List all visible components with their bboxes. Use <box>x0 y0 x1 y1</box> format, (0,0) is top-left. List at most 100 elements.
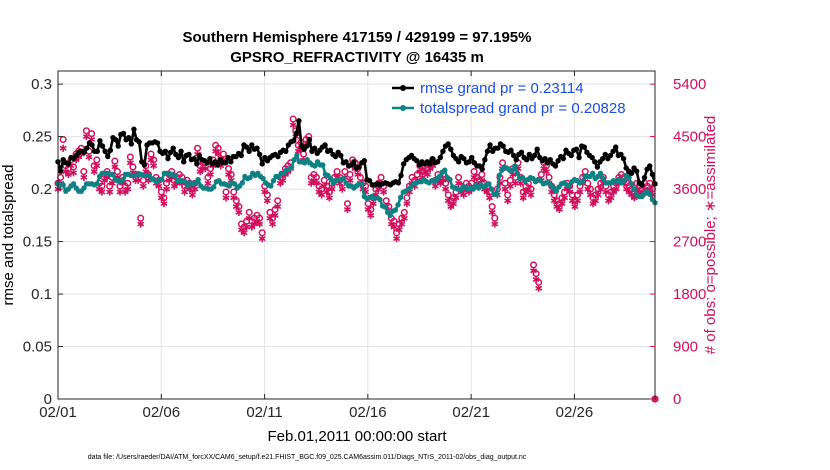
spread-series-point <box>488 186 495 192</box>
possible-obs-marker <box>157 188 165 196</box>
possible-obs-marker <box>312 173 320 181</box>
rmse-series-point <box>466 159 472 165</box>
possible-obs-marker <box>225 165 233 173</box>
y-tick-label: 0.2 <box>31 181 52 198</box>
rmse-series-point <box>620 155 627 162</box>
rmse-series-point <box>290 138 297 144</box>
possible-obs-marker <box>449 194 457 202</box>
rmse-series-point <box>523 156 530 163</box>
rmse-series-point <box>180 159 187 165</box>
chart-subtitle: GPSRO_REFRACTIVITY @ 16435 m <box>230 49 484 66</box>
rmse-series-point <box>592 159 598 165</box>
spread-series-point <box>579 179 586 185</box>
spread-series-point <box>512 163 518 169</box>
spread-series-point <box>647 191 653 198</box>
spread-series-point <box>109 171 116 178</box>
rmse-series-point <box>356 164 362 170</box>
rmse-series-point <box>225 154 231 161</box>
spread-series-point <box>291 156 297 163</box>
spread-series-point <box>377 196 383 203</box>
spread-series-point <box>211 184 217 190</box>
possible-obs-marker <box>506 176 514 184</box>
x-tick-label: 02/16 <box>349 404 387 421</box>
spread-series-point <box>447 176 453 183</box>
rmse-series-point <box>560 155 567 162</box>
spread-series-point <box>566 183 573 189</box>
rmse-series-point <box>479 166 485 172</box>
spread-series-point <box>268 183 274 189</box>
possible-obs-marker <box>271 205 279 214</box>
rmse-series-point <box>398 172 404 179</box>
spread-series-point <box>260 175 266 182</box>
rmse-series-point <box>204 160 210 166</box>
rmse-series-point <box>366 177 373 184</box>
possible-obs-marker <box>289 115 297 123</box>
rmse-series-point <box>249 142 255 148</box>
rmse-series-point <box>283 148 289 154</box>
chart-title: Southern Hemisphere 417159 / 429199 = 97… <box>183 29 532 46</box>
legend-rmse-marker <box>400 85 406 91</box>
spread-series-point <box>94 181 100 187</box>
rmse-series-point <box>338 152 344 159</box>
rmse-series-point <box>94 148 100 154</box>
spread-series-point <box>320 162 326 168</box>
spread-series-point <box>159 176 165 183</box>
rmse-series-point <box>400 161 407 167</box>
possible-obs-marker <box>113 168 121 176</box>
rmse-series-point <box>429 155 436 162</box>
possible-obs-marker <box>341 168 349 176</box>
possible-obs-marker <box>586 185 594 193</box>
rmse-series-point <box>238 152 244 159</box>
rmse-series-point <box>207 155 213 162</box>
possible-obs-marker <box>555 200 563 208</box>
possible-obs-marker <box>258 229 266 237</box>
possible-obs-marker <box>393 229 401 237</box>
possible-obs-marker <box>491 214 499 222</box>
possible-obs-marker <box>532 270 540 278</box>
rmse-series-point <box>228 159 234 165</box>
rmse-series-point <box>84 145 90 151</box>
spread-series-point <box>81 185 87 191</box>
possible-obs-marker <box>558 194 566 202</box>
footer-data-file: data file: /Users/raeder/DAI/ATM_forcXX/… <box>88 454 527 461</box>
possible-obs-marker <box>573 191 582 199</box>
possible-obs-marker <box>274 197 282 205</box>
possible-obs-marker <box>356 173 364 181</box>
rmse-series-point <box>552 163 559 169</box>
spread-series-point <box>247 174 253 181</box>
possible-obs-marker <box>93 156 101 164</box>
spread-series-point <box>327 175 334 182</box>
spread-series-point <box>382 204 388 210</box>
possible-obs-marker <box>232 197 240 205</box>
spread-series-point <box>270 177 277 184</box>
possible-obs-marker <box>320 176 328 184</box>
spread-series-point <box>358 181 365 187</box>
rmse-series-point <box>628 170 635 177</box>
rmse-series-point <box>542 155 548 162</box>
rmse-series-point <box>304 143 310 149</box>
possible-obs-marker <box>529 261 538 269</box>
possible-obs-marker <box>560 188 569 196</box>
possible-obs-marker <box>470 168 478 176</box>
y2-tick-label: 0 <box>673 391 681 408</box>
possible-obs-marker <box>214 144 222 152</box>
rmse-series-point <box>175 154 182 161</box>
spread-series-point <box>288 164 295 170</box>
spread-series-point <box>120 176 126 183</box>
y-tick-label: 0.05 <box>23 339 52 356</box>
y2-tick-label: 900 <box>673 339 698 356</box>
series-layer <box>54 115 659 403</box>
possible-obs-marker <box>256 214 264 222</box>
spread-series-point <box>590 170 596 177</box>
rmse-series-point <box>434 159 441 165</box>
x-tick-label: 02/01 <box>39 404 77 421</box>
possible-obs-marker <box>137 214 145 222</box>
rmse-series-point <box>500 143 506 149</box>
rmse-series-point <box>534 146 540 152</box>
spread-series-point <box>172 172 178 179</box>
rmse-series-point <box>599 155 606 162</box>
possible-obs-marker <box>444 191 452 199</box>
y2-tick-label: 1800 <box>673 286 706 303</box>
spread-series-point <box>395 202 401 208</box>
